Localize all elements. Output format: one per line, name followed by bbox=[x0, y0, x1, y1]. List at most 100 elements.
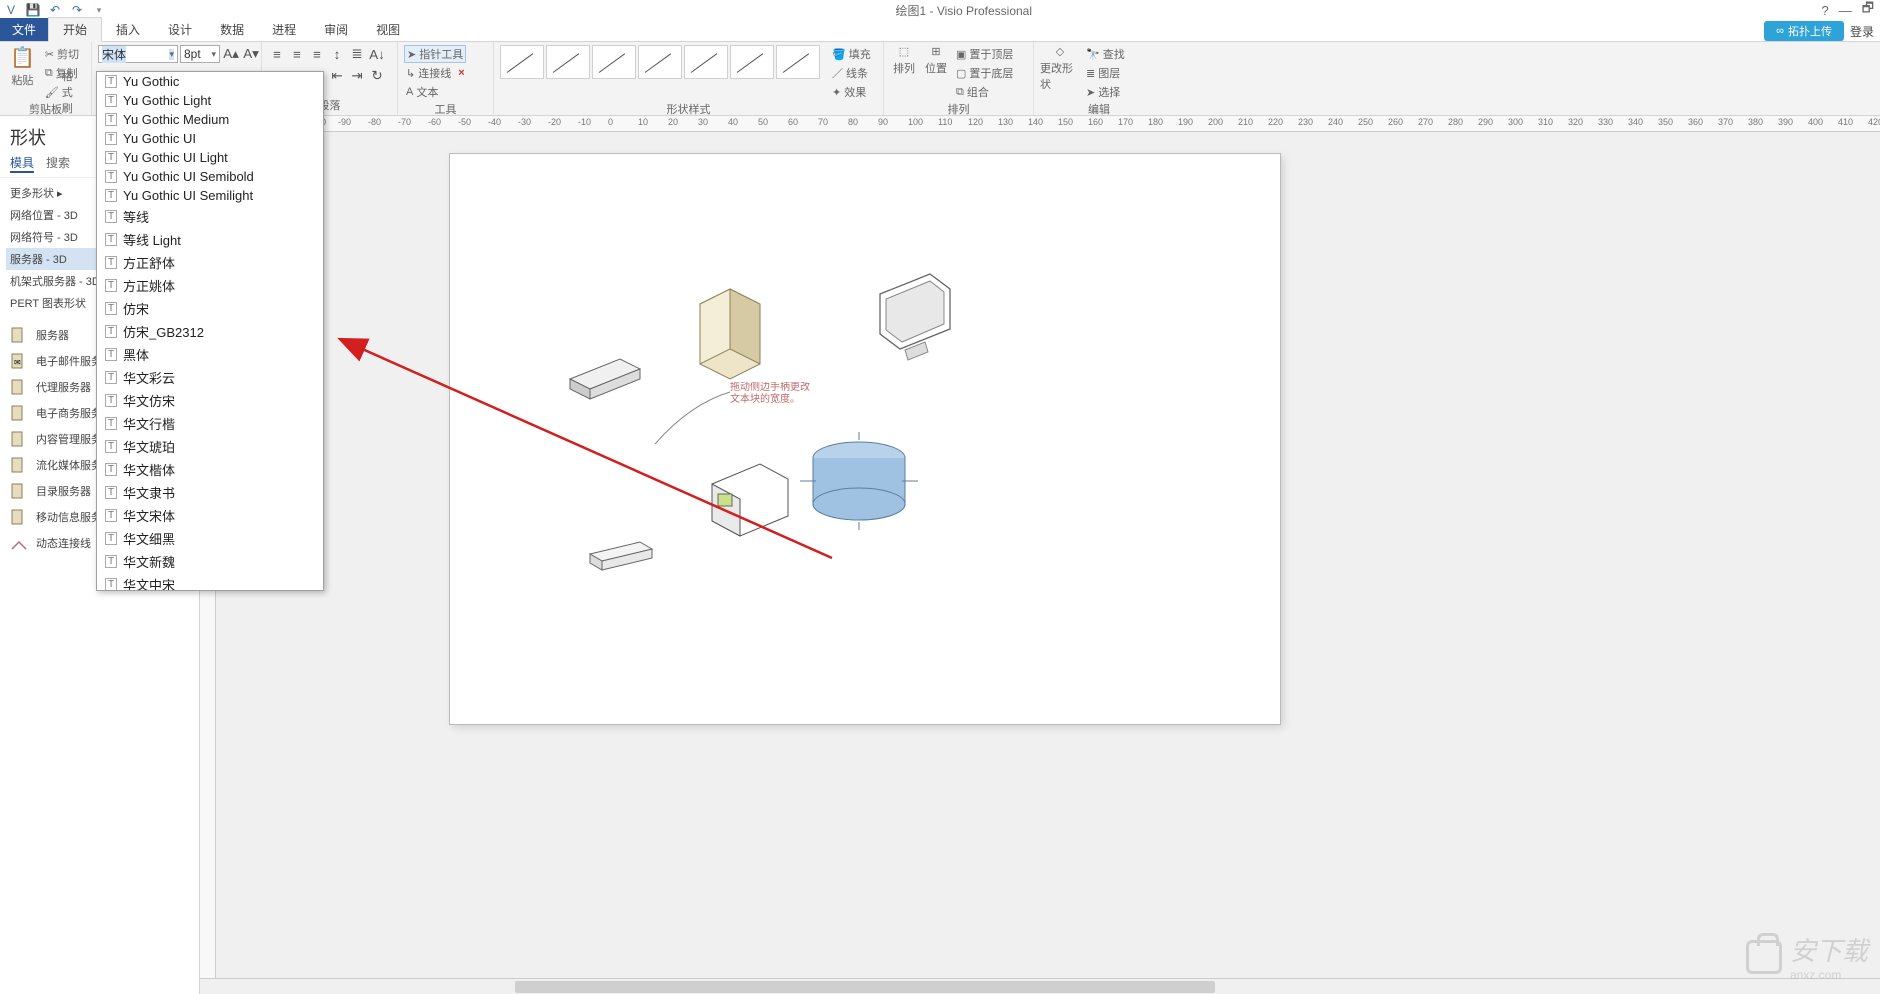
minimize-icon[interactable]: — bbox=[1839, 3, 1852, 18]
select-icon: ➤ bbox=[1086, 86, 1095, 99]
font-option[interactable]: T仿宋_GB2312 bbox=[97, 320, 323, 343]
group-clipboard-label: 剪贴板 bbox=[6, 101, 85, 117]
qat-dropdown-icon[interactable]: ▾ bbox=[92, 3, 106, 17]
font-option[interactable]: TYu Gothic Light bbox=[97, 91, 323, 110]
login-link[interactable]: 登录 bbox=[1850, 23, 1874, 40]
font-option[interactable]: T方正舒体 bbox=[97, 251, 323, 274]
tab-home[interactable]: 开始 bbox=[48, 17, 102, 42]
change-shape-icon: ◇ bbox=[1056, 45, 1064, 58]
shape-printer[interactable] bbox=[712, 464, 788, 536]
font-option[interactable]: T华文行楷 bbox=[97, 412, 323, 435]
align-button[interactable]: ⬚排列 bbox=[890, 45, 918, 76]
tab-insert[interactable]: 插入 bbox=[102, 18, 154, 41]
select-button[interactable]: ➤选择 bbox=[1084, 83, 1127, 101]
panel-tab-search[interactable]: 搜索 bbox=[46, 154, 70, 173]
group-clipboard: 📋 粘贴 ✂剪切 ⧉复制 🖌格式刷 剪贴板 bbox=[0, 42, 92, 115]
font-option[interactable]: TYu Gothic UI bbox=[97, 129, 323, 148]
tab-file[interactable]: 文件 bbox=[0, 18, 48, 41]
font-option[interactable]: T华文宋体 bbox=[97, 504, 323, 527]
font-family-input[interactable]: 宋体▾ bbox=[98, 45, 178, 63]
change-shape-button[interactable]: ◇更改形状 bbox=[1040, 45, 1080, 92]
format-painter-button[interactable]: 🖌格式刷 bbox=[43, 83, 85, 101]
font-option[interactable]: T等线 Light bbox=[97, 228, 323, 251]
position-button[interactable]: ⊞位置 bbox=[922, 45, 950, 76]
paste-button[interactable]: 📋 粘贴 bbox=[6, 45, 39, 88]
tab-view[interactable]: 视图 bbox=[362, 18, 414, 41]
shape-database[interactable] bbox=[800, 432, 918, 530]
pointer-tool-button[interactable]: ➤指针工具 bbox=[404, 45, 466, 63]
shape-tower[interactable] bbox=[700, 289, 760, 379]
upload-button[interactable]: ∞ 拓扑上传 bbox=[1764, 21, 1844, 41]
connector-tool-button[interactable]: ↳连接线× bbox=[404, 64, 467, 82]
tab-data[interactable]: 数据 bbox=[206, 18, 258, 41]
style-swatch[interactable] bbox=[500, 45, 544, 79]
bring-front-button[interactable]: ▣置于顶层 bbox=[954, 45, 1015, 63]
group-button[interactable]: ⧉组合 bbox=[954, 83, 1015, 101]
send-back-button[interactable]: ▢置于底层 bbox=[954, 64, 1015, 82]
style-swatch[interactable] bbox=[776, 45, 820, 79]
font-dropdown[interactable]: TYu GothicTYu Gothic LightTYu Gothic Med… bbox=[96, 71, 324, 591]
tab-process[interactable]: 进程 bbox=[258, 18, 310, 41]
effect-button[interactable]: ✦效果 bbox=[830, 83, 873, 101]
font-option[interactable]: T黑体 bbox=[97, 343, 323, 366]
style-swatch[interactable] bbox=[592, 45, 636, 79]
panel-tab-stencil[interactable]: 模具 bbox=[10, 154, 34, 173]
font-option[interactable]: TYu Gothic UI Semibold bbox=[97, 167, 323, 186]
font-option[interactable]: TYu Gothic UI Semilight bbox=[97, 186, 323, 205]
cut-button[interactable]: ✂剪切 bbox=[43, 45, 85, 63]
shape-scanner[interactable] bbox=[570, 359, 640, 399]
font-option[interactable]: T仿宋 bbox=[97, 297, 323, 320]
font-option[interactable]: TYu Gothic UI Light bbox=[97, 148, 323, 167]
help-icon[interactable]: ? bbox=[1822, 3, 1829, 18]
grow-font-button[interactable]: A▴ bbox=[222, 45, 240, 63]
style-gallery[interactable] bbox=[500, 45, 820, 79]
style-swatch[interactable] bbox=[546, 45, 590, 79]
find-button[interactable]: 🔭查找 bbox=[1084, 45, 1127, 63]
pointer-icon: ➤ bbox=[407, 48, 416, 61]
shape-hub[interactable] bbox=[590, 542, 652, 570]
text-tool-button[interactable]: A文本 bbox=[404, 83, 440, 101]
tab-design[interactable]: 设计 bbox=[154, 18, 206, 41]
style-swatch[interactable] bbox=[730, 45, 774, 79]
font-option[interactable]: T华文彩云 bbox=[97, 366, 323, 389]
style-swatch[interactable] bbox=[684, 45, 728, 79]
font-size-input[interactable]: 8pt▾ bbox=[180, 45, 220, 63]
scrollbar-thumb[interactable] bbox=[515, 981, 1215, 993]
font-option[interactable]: T华文琥珀 bbox=[97, 435, 323, 458]
rotate-text-button[interactable]: ↻ bbox=[368, 67, 386, 85]
tab-review[interactable]: 审阅 bbox=[310, 18, 362, 41]
line-button[interactable]: ／线条 bbox=[830, 64, 873, 82]
font-option[interactable]: T华文楷体 bbox=[97, 458, 323, 481]
shrink-font-button[interactable]: A▾ bbox=[242, 45, 260, 63]
font-option[interactable]: TYu Gothic Medium bbox=[97, 110, 323, 129]
drawing-page[interactable]: 拖动侧边手柄更改文本块的宽度。 bbox=[450, 154, 1280, 724]
fill-button[interactable]: 🪣填充 bbox=[830, 45, 873, 63]
binoculars-icon: 🔭 bbox=[1086, 48, 1100, 61]
font-option[interactable]: TYu Gothic bbox=[97, 72, 323, 91]
indent-decrease-button[interactable]: ⇤ bbox=[328, 67, 346, 85]
font-option[interactable]: T华文仿宋 bbox=[97, 389, 323, 412]
restore-icon[interactable]: 🗗 bbox=[1862, 0, 1874, 21]
shape-monitor[interactable] bbox=[880, 274, 950, 360]
font-option[interactable]: T华文隶书 bbox=[97, 481, 323, 504]
text-direction-button[interactable]: A↓ bbox=[368, 45, 386, 63]
align-top-button[interactable]: ≡ bbox=[268, 45, 286, 63]
font-option[interactable]: T方正姚体 bbox=[97, 274, 323, 297]
undo-icon[interactable]: ↶ bbox=[48, 3, 62, 17]
indent-increase-button[interactable]: ⇥ bbox=[348, 67, 366, 85]
save-icon[interactable]: 💾 bbox=[26, 3, 40, 17]
canvas[interactable]: 拖动侧边手柄更改文本块的宽度。 bbox=[200, 132, 1880, 978]
font-option[interactable]: T华文中宋 bbox=[97, 573, 323, 591]
align-middle-button[interactable]: ≡ bbox=[288, 45, 306, 63]
layer-button[interactable]: ≣图层 bbox=[1084, 64, 1127, 82]
orientation-button[interactable]: ↕ bbox=[328, 45, 346, 63]
align-bottom-button[interactable]: ≡ bbox=[308, 45, 326, 63]
redo-icon[interactable]: ↷ bbox=[70, 3, 84, 17]
style-swatch[interactable] bbox=[638, 45, 682, 79]
font-option[interactable]: T华文细黑 bbox=[97, 527, 323, 550]
font-option[interactable]: T等线 bbox=[97, 205, 323, 228]
close-x-icon[interactable]: × bbox=[458, 67, 464, 79]
font-option[interactable]: T华文新魏 bbox=[97, 550, 323, 573]
bullets-button[interactable]: ≣ bbox=[348, 45, 366, 63]
horizontal-scrollbar[interactable] bbox=[200, 978, 1880, 994]
